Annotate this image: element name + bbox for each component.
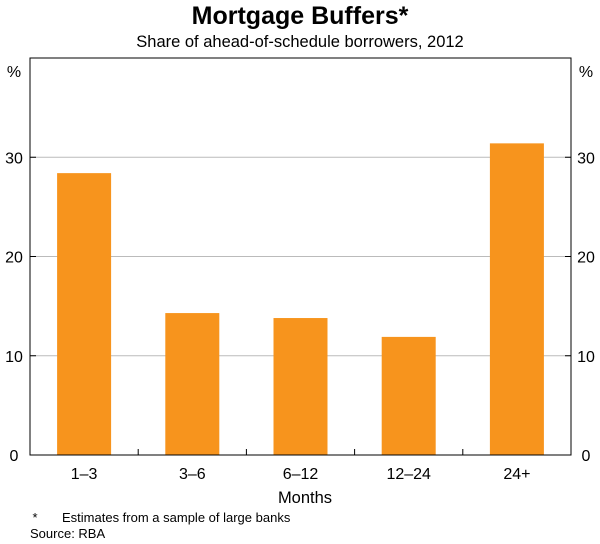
bar-3 xyxy=(381,336,436,455)
bar-1 xyxy=(165,313,220,455)
y-tick-label-right: 30 xyxy=(577,150,595,167)
footnote-marker: * xyxy=(32,510,37,525)
x-tick-label: 12–24 xyxy=(386,466,431,483)
y-tick-label-left: 30 xyxy=(5,150,23,167)
chart-subtitle: Share of ahead-of-schedule borrowers, 20… xyxy=(136,33,463,51)
x-tick-label: 6–12 xyxy=(283,466,319,483)
x-tick-label: 3–6 xyxy=(179,466,206,483)
x-tick-label: 1–3 xyxy=(71,466,98,483)
y-axis-left: 0 10 20 30 xyxy=(5,150,36,465)
chart-title: Mortgage Buffers* xyxy=(192,2,409,30)
y-unit-right: % xyxy=(579,64,593,81)
x-axis-label: Months xyxy=(278,489,332,507)
source-text: Source: RBA xyxy=(30,526,105,541)
bar-2 xyxy=(273,318,328,455)
footnote-text: Estimates from a sample of large banks xyxy=(62,510,291,525)
y-tick-label-right: 20 xyxy=(577,250,595,267)
x-tick-label: 24+ xyxy=(503,466,530,483)
bars xyxy=(57,143,544,456)
y-tick-label-left: 0 xyxy=(10,448,19,465)
y-tick-label-left: 20 xyxy=(5,250,23,267)
bar-0 xyxy=(57,173,112,455)
x-axis: 1–3 3–6 6–12 12–24 24+ xyxy=(71,449,530,483)
y-tick-label-right: 0 xyxy=(582,448,591,465)
bar-4 xyxy=(489,143,544,456)
y-unit-left: % xyxy=(7,64,21,81)
y-axis-right: 0 10 20 30 xyxy=(565,150,595,465)
y-tick-label-left: 10 xyxy=(5,349,23,366)
y-tick-label-right: 10 xyxy=(577,349,595,366)
